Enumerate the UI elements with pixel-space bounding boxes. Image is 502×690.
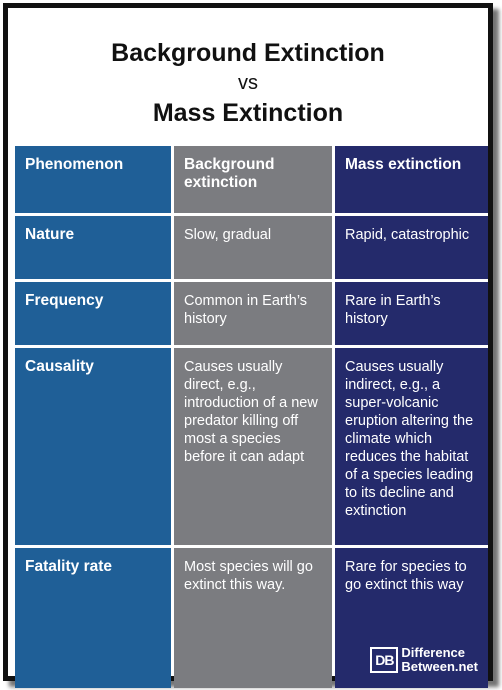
table-row-frequency: Frequency Common in Earth’s history Rare…	[15, 282, 488, 348]
fatality-background: Most species will go extinct this way.	[174, 548, 332, 688]
title-mass-extinction: Mass Extinction	[152, 99, 344, 127]
difference-between-logo: DB Difference Between.net	[370, 646, 478, 674]
table-row-causality: Causality Causes usually direct, e.g., i…	[15, 348, 488, 548]
fatality-mass: Rare for species to go extinct this way …	[335, 548, 488, 688]
row-label-fatality-rate: Fatality rate	[15, 548, 171, 688]
header-phenomenon: Phenomenon	[15, 146, 171, 213]
nature-background: Slow, gradual	[174, 216, 332, 279]
frequency-mass: Rare in Earth’s history	[335, 282, 488, 345]
fatality-mass-text: Rare for species to go extinct this way	[345, 559, 467, 593]
logo-line1: Difference	[401, 645, 465, 660]
logo-line2: Between.net	[401, 659, 478, 674]
row-label-causality: Causality	[15, 348, 171, 545]
infographic-frame: Background Extinction vs Mass Extinction…	[3, 3, 493, 688]
table-row-nature: Nature Slow, gradual Rapid, catastrophic	[15, 216, 488, 282]
table-header-row: Phenomenon Background extinction Mass ex…	[15, 146, 488, 216]
logo-text: Difference Between.net	[401, 646, 478, 674]
db-logo-icon: DB	[370, 647, 399, 673]
comparison-table: Phenomenon Background extinction Mass ex…	[15, 146, 488, 688]
title-background-extinction: Background Extinction	[111, 39, 385, 67]
causality-mass: Causes usually indirect, e.g., a super-v…	[335, 348, 488, 545]
nature-mass: Rapid, catastrophic	[335, 216, 488, 279]
row-label-nature: Nature	[15, 216, 171, 279]
title-vs: vs	[238, 72, 258, 94]
frequency-background: Common in Earth’s history	[174, 282, 332, 345]
row-label-frequency: Frequency	[15, 282, 171, 345]
table-row-fatality-rate: Fatality rate Most species will go extin…	[15, 548, 488, 688]
causality-background: Causes usually direct, e.g., introductio…	[174, 348, 332, 545]
title-block: Background Extinction vs Mass Extinction	[8, 38, 488, 128]
header-background-extinction: Background extinction	[174, 146, 332, 213]
header-mass-extinction: Mass extinction	[335, 146, 488, 213]
